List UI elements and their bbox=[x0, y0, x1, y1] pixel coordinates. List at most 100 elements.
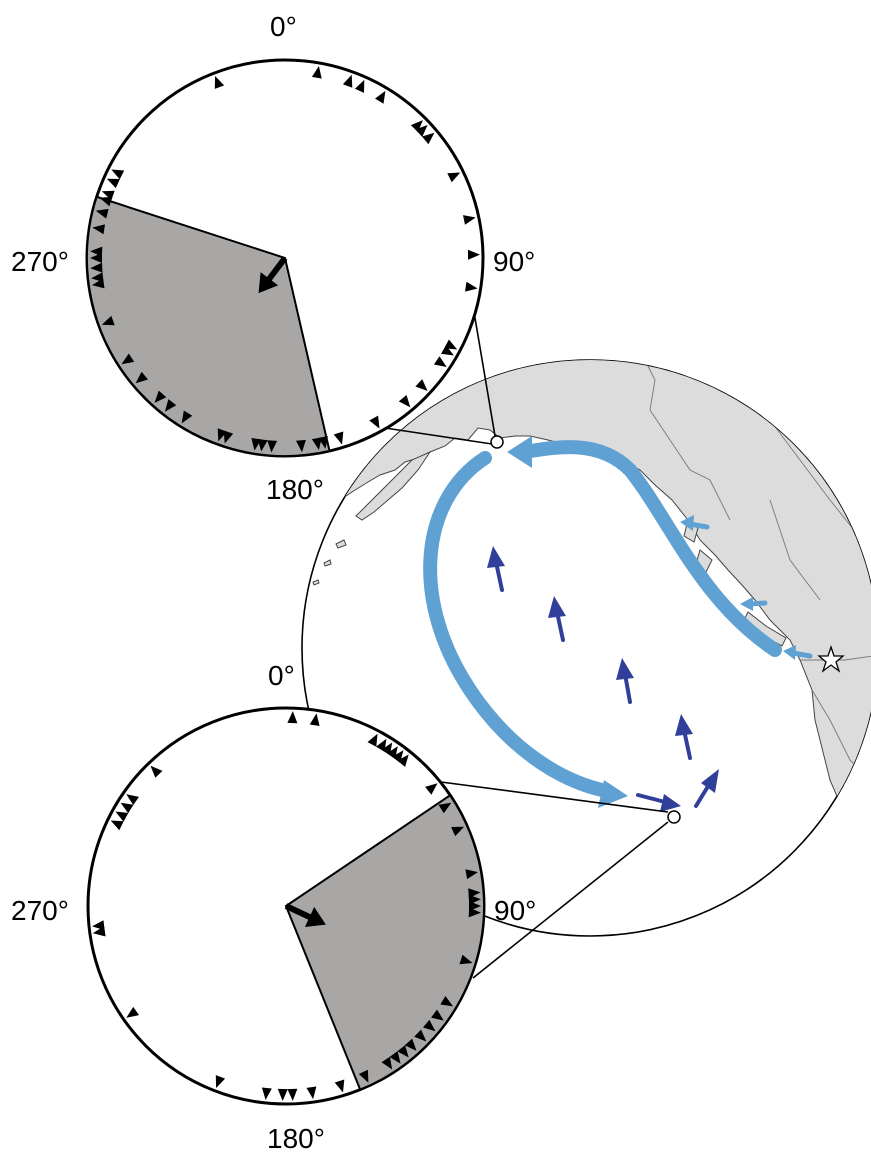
loop-arrowhead bbox=[507, 436, 532, 468]
bottom-label-north: 0° bbox=[268, 660, 295, 691]
island-1 bbox=[335, 539, 347, 549]
bottom-station-marker-17 bbox=[440, 996, 454, 1007]
top-station-marker-6 bbox=[422, 132, 435, 145]
top-label-east: 90° bbox=[493, 246, 535, 277]
bottom-station-marker-20 bbox=[414, 1029, 427, 1042]
top-station-marker-28 bbox=[154, 390, 167, 403]
bottom-station-marker-39 bbox=[126, 794, 139, 806]
bottom-rose-diagram: 0° 90° 180° 270° bbox=[11, 660, 669, 1154]
top-station-marker-12 bbox=[441, 345, 454, 356]
bottom-station-marker-10 bbox=[451, 826, 465, 837]
island-3 bbox=[312, 579, 320, 586]
bottom-station-marker-31 bbox=[215, 1075, 226, 1088]
top-station-marker-23 bbox=[251, 438, 262, 451]
top-station-marker-34 bbox=[90, 262, 103, 273]
top-station-marker-26 bbox=[181, 410, 193, 424]
top-station-marker-10 bbox=[465, 281, 478, 292]
top-station-marker-22 bbox=[257, 439, 268, 452]
bottom-station-marker-28 bbox=[287, 1088, 298, 1101]
top-station-marker-0 bbox=[311, 66, 322, 79]
bottom-rose-markers bbox=[92, 711, 481, 1101]
top-station-marker-14 bbox=[415, 379, 428, 391]
top-station-marker-16 bbox=[369, 415, 380, 429]
bottom-station-marker-38 bbox=[120, 802, 134, 814]
top-station-marker-42 bbox=[111, 169, 125, 180]
top-station-marker-38 bbox=[95, 208, 109, 219]
bottom-station-marker-8 bbox=[425, 783, 438, 795]
top-station-marker-29 bbox=[135, 371, 148, 384]
top-station-marker-33 bbox=[91, 272, 104, 283]
top-station-marker-24 bbox=[223, 430, 234, 444]
top-station-marker-9 bbox=[467, 249, 480, 260]
bottom-station-marker-32 bbox=[126, 1006, 139, 1018]
bottom-station-marker-21 bbox=[404, 1038, 417, 1051]
bottom-station-marker-13 bbox=[468, 894, 481, 905]
bottom-station-marker-16 bbox=[459, 954, 473, 965]
top-station-marker-40 bbox=[101, 190, 115, 201]
bottom-mean-direction-arrow bbox=[284, 903, 326, 927]
bottom-station-marker-35 bbox=[92, 920, 105, 931]
return-arc-path bbox=[423, 451, 609, 797]
top-station-marker-27 bbox=[164, 399, 177, 412]
bottom-station-marker-2 bbox=[367, 733, 378, 747]
top-station-marker-19 bbox=[311, 437, 322, 450]
bottom-station-marker-9 bbox=[438, 802, 452, 814]
island-2 bbox=[323, 559, 332, 567]
bottom-station-marker-7 bbox=[397, 754, 409, 767]
bottom-station-marker-37 bbox=[115, 811, 129, 822]
top-station-marker-21 bbox=[267, 440, 278, 453]
top-mean-direction-arrow bbox=[258, 256, 288, 294]
great-circle-loop-path bbox=[518, 440, 782, 657]
return-arrowhead bbox=[598, 780, 628, 808]
top-station-marker-3 bbox=[375, 90, 386, 104]
top-label-north: 0° bbox=[270, 11, 297, 42]
bottom-station-marker-19 bbox=[423, 1019, 436, 1032]
bottom-label-west: 270° bbox=[11, 895, 69, 926]
top-leader-line-b bbox=[384, 427, 493, 445]
top-station-marker-17 bbox=[333, 431, 344, 445]
bottom-leader-line-a bbox=[440, 781, 669, 813]
top-station-marker-30 bbox=[121, 353, 135, 365]
top-station-marker-8 bbox=[463, 215, 476, 225]
top-rose-diagram: 0° 90° 180° 270° bbox=[11, 11, 535, 505]
top-station-marker-43 bbox=[214, 76, 225, 89]
top-station-marker-7 bbox=[447, 172, 461, 183]
top-label-south: 180° bbox=[266, 474, 324, 505]
bottom-station-marker-15 bbox=[468, 907, 481, 918]
top-station-marker-39 bbox=[99, 196, 113, 207]
bottom-arrow-head bbox=[304, 907, 326, 927]
bottom-station-marker-40 bbox=[150, 765, 163, 778]
top-station-marker-1 bbox=[342, 74, 353, 88]
top-station-marker-5 bbox=[415, 125, 428, 137]
bottom-station-marker-23 bbox=[389, 1051, 401, 1064]
particle-motion-arrows bbox=[487, 546, 719, 812]
top-station-marker-25 bbox=[217, 428, 228, 442]
bottom-station-marker-24 bbox=[381, 1056, 393, 1070]
bottom-station-marker-25 bbox=[358, 1069, 369, 1083]
top-station-marker-35 bbox=[90, 253, 102, 263]
north-station-marker bbox=[490, 435, 504, 449]
top-station-marker-31 bbox=[101, 315, 115, 326]
top-arrow-shaft bbox=[264, 256, 288, 284]
bottom-station-marker-36 bbox=[110, 820, 124, 831]
bottom-station-marker-27 bbox=[306, 1086, 317, 1100]
bottom-label-east: 90° bbox=[494, 895, 536, 926]
top-station-marker-4 bbox=[410, 120, 423, 133]
top-rose-markers bbox=[90, 66, 480, 453]
top-rose-sector bbox=[86, 195, 331, 457]
top-leader-line-a bbox=[473, 311, 496, 437]
short-coastal-arrows bbox=[680, 515, 813, 660]
bottom-station-marker-11 bbox=[465, 869, 478, 880]
surface-wave-path bbox=[423, 436, 813, 808]
bottom-station-marker-0 bbox=[287, 711, 298, 724]
bottom-station-marker-30 bbox=[261, 1087, 272, 1100]
bottom-arrow-shaft bbox=[284, 903, 315, 922]
border-lines bbox=[639, 360, 871, 791]
top-arrow-head bbox=[258, 272, 279, 294]
top-station-marker-37 bbox=[92, 224, 105, 235]
star-icon bbox=[817, 644, 845, 673]
bottom-station-marker-1 bbox=[309, 713, 320, 726]
top-station-marker-2 bbox=[354, 79, 365, 93]
